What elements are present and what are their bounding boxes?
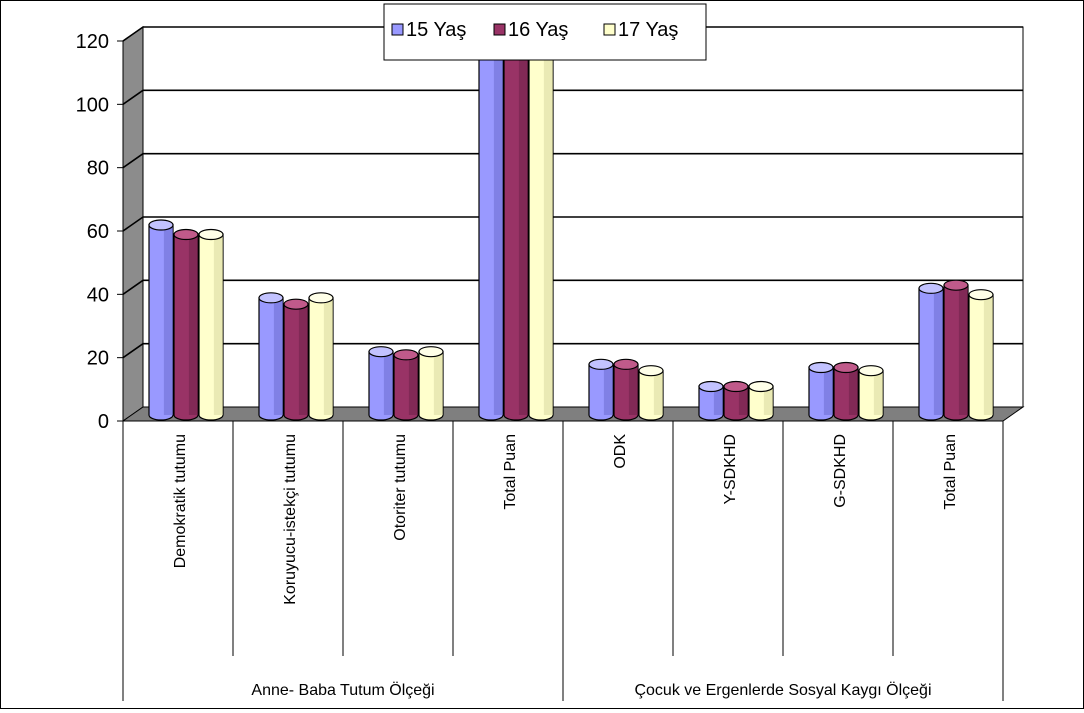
legend-swatch <box>391 23 404 36</box>
bar <box>173 228 199 421</box>
bar <box>503 29 529 421</box>
bar <box>748 380 774 421</box>
y-tick-label: 20 <box>87 348 109 370</box>
bar <box>698 380 724 421</box>
gridlines <box>122 26 1023 359</box>
bar <box>833 361 859 421</box>
bar <box>393 349 419 421</box>
bars <box>148 28 994 421</box>
category-label: ODK <box>612 434 629 469</box>
legend: 15 Yaş 16 Yaş 17 Yaş <box>383 3 707 61</box>
group-label: Anne- Baba Tutum Ölçeği <box>251 681 434 699</box>
bar <box>308 292 334 421</box>
bar <box>258 292 284 421</box>
bar <box>723 380 749 421</box>
bar <box>198 228 224 421</box>
chart-walls <box>121 26 1025 422</box>
gridline <box>122 152 1023 169</box>
category-label: Y-SDKHD <box>722 434 739 505</box>
category-label: Otoriter tutumu <box>392 434 409 541</box>
legend-swatch <box>603 23 616 36</box>
category-label: Koruyucu-istekçi tutumu <box>282 434 299 605</box>
legend-label: 15 Yaş <box>406 19 466 41</box>
bar <box>418 346 444 421</box>
bar <box>968 289 994 421</box>
gridline <box>122 89 1023 105</box>
gridline <box>122 216 1023 232</box>
y-tick-label: 100 <box>76 94 109 116</box>
x-axis: Demokratik tutumu Koruyucu-istekçi tutumu… <box>122 420 1004 701</box>
legend-label: 16 Yaş <box>508 19 568 41</box>
bar <box>528 29 554 421</box>
y-tick-label: 40 <box>87 284 109 306</box>
bar <box>588 358 614 421</box>
bar <box>943 279 969 421</box>
bar <box>283 298 309 421</box>
bar <box>613 358 639 421</box>
bar <box>148 219 174 421</box>
group-label: Çocuk ve Ergenlerde Sosyal Kaygı Ölçeği <box>634 681 931 699</box>
bar <box>368 346 394 421</box>
bar <box>858 365 884 421</box>
bar <box>478 28 504 421</box>
y-tick-label: 0 <box>98 411 109 433</box>
floor <box>121 406 1025 422</box>
y-axis: 0 20 40 60 80 100 120 <box>76 31 124 433</box>
legend-label: 17 Yaş <box>618 19 678 41</box>
legend-swatch <box>493 23 506 36</box>
y-tick-label: 60 <box>87 221 109 243</box>
bar <box>808 361 834 421</box>
category-label: Total Puan <box>502 434 519 510</box>
bar <box>918 282 944 421</box>
category-label: Demokratik tutumu <box>172 434 189 568</box>
legend-box <box>383 3 707 61</box>
y-tick-label: 120 <box>76 31 109 53</box>
gridline <box>122 279 1023 295</box>
y-tick-label: 80 <box>87 158 109 180</box>
category-label: Total Puan <box>942 434 959 510</box>
bar <box>638 365 664 421</box>
gridline <box>122 342 1023 359</box>
gridline <box>122 26 1023 42</box>
category-label: G-SDKHD <box>832 434 849 508</box>
